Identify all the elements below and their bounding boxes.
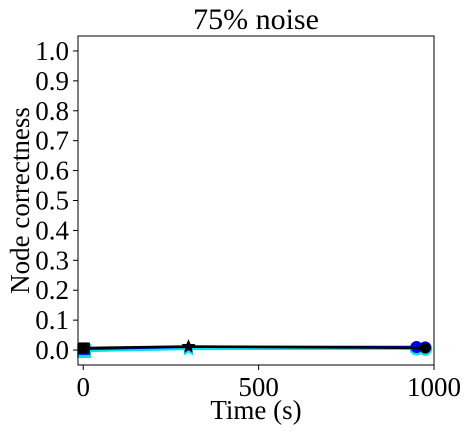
series-line — [83, 345, 426, 350]
y-tick-label: 1.0 — [35, 36, 69, 66]
circle-marker — [419, 342, 431, 354]
x-axis-label: Time (s) — [210, 395, 301, 425]
series-2 — [78, 339, 431, 354]
y-axis-label: Node correctness — [5, 107, 35, 294]
x-tick-label: 0 — [77, 372, 91, 402]
chart-title: 75% noise — [193, 3, 319, 36]
y-tick-label: 0.6 — [35, 156, 69, 186]
y-tick-label: 0.7 — [35, 126, 69, 156]
x-axis: 0 500 1000 — [77, 365, 461, 402]
y-tick-label: 0.5 — [35, 186, 69, 216]
y-tick-label: 0.2 — [35, 275, 69, 305]
square-marker — [78, 342, 90, 354]
star-marker — [181, 339, 196, 353]
plot-frame — [77, 35, 435, 366]
series-layer — [76, 339, 433, 358]
x-tick-label: 1000 — [407, 372, 461, 402]
y-tick-label: 0.9 — [35, 66, 69, 96]
y-tick-label: 0.3 — [35, 245, 69, 275]
y-tick-label: 0.4 — [35, 215, 69, 245]
y-axis: 0.00.10.20.30.40.50.60.70.80.91.0 — [35, 36, 78, 365]
x-tick-label: 500 — [238, 372, 279, 402]
y-tick-label: 0.8 — [35, 96, 69, 126]
y-tick-label: 0.1 — [35, 305, 69, 335]
y-tick-label: 0.0 — [35, 335, 69, 365]
